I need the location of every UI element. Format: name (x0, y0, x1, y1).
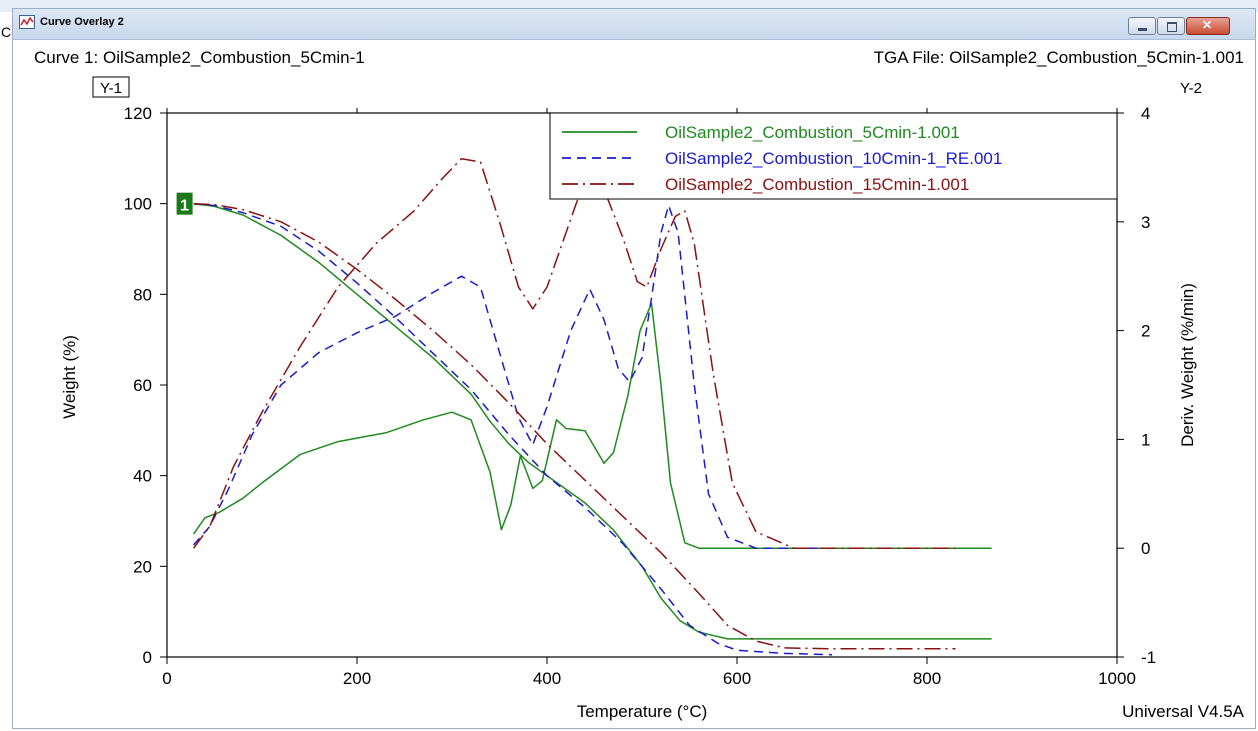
curve-overlay-app-icon (19, 15, 35, 29)
y1-tick-label: 20 (133, 557, 152, 576)
series-3-weight-line (193, 202, 956, 650)
x-tick-label: 200 (343, 669, 371, 688)
y2-tick-label: 1 (1141, 430, 1150, 449)
y1-tick-label: 120 (124, 104, 152, 123)
curve-overlay-window[interactable]: Curve Overlay 2 Curve 1: OilSample2_Comb… (12, 8, 1256, 729)
x-tick-label: 600 (723, 669, 751, 688)
y1-tag: Y-1 (100, 80, 122, 97)
window-title: Curve Overlay 2 (40, 16, 124, 28)
background-window-text: C (1, 24, 12, 40)
x-tick-label: 1000 (1098, 669, 1136, 688)
y2-tick-label: 3 (1141, 213, 1150, 232)
curve-marker-box (176, 192, 193, 215)
y1-tick-label: 100 (124, 195, 152, 214)
curve-marker: 1 (180, 198, 189, 215)
y1-axis-label: Weight (%) (60, 335, 79, 419)
series-2-weight-line (193, 202, 833, 656)
series-3-deriv-line (192, 157, 956, 549)
y2-tick-label: 0 (1141, 539, 1150, 558)
maximize-button[interactable] (1157, 17, 1185, 35)
legend-label-1: OilSample2_Combustion_5Cmin-1.001 (665, 123, 960, 142)
legend-box (549, 112, 1118, 200)
x-tick-label: 400 (533, 669, 561, 688)
y2-axis-label: Deriv. Weight (%/min) (1178, 283, 1197, 447)
y1-tick-label: 60 (133, 376, 152, 395)
x-axis-label: Temperature (°C) (577, 702, 708, 721)
legend-label-2: OilSample2_Combustion_10Cmin-1_RE.001 (665, 149, 1002, 168)
legend-label-3: OilSample2_Combustion_15Cmin-1.001 (665, 175, 969, 194)
y1-tag-box (92, 76, 130, 98)
y1-tick-label: 40 (133, 467, 152, 486)
minimize-button[interactable] (1128, 17, 1156, 35)
y2-tick-label: -1 (1141, 648, 1156, 667)
series-1-weight-line (193, 202, 992, 640)
series-1-deriv-line (192, 302, 992, 549)
y2-tick-label: 2 (1141, 322, 1150, 341)
tga-overlay-plot[interactable]: 0 200 400 600 800 1000 0 20 40 60 80 100 120 -1 0 1 2 3 4 T… (13, 9, 1257, 730)
x-tick-label: 0 (162, 669, 171, 688)
y2-tag: Y-2 (1180, 80, 1202, 97)
close-button[interactable] (1186, 17, 1230, 35)
version-label: Universal V4.5A (1122, 702, 1245, 721)
curve-label: Curve 1: OilSample2_Combustion_5Cmin-1 (34, 48, 365, 67)
tga-file-label: TGA File: OilSample2_Combustion_5Cmin-1.… (873, 48, 1244, 67)
series-2-deriv-line (193, 204, 832, 549)
x-tick-label: 800 (913, 669, 941, 688)
y2-tick-label: 4 (1141, 104, 1150, 123)
y1-tick-label: 80 (133, 285, 152, 304)
y1-tick-label: 0 (143, 648, 152, 667)
title-bar[interactable]: Curve Overlay 2 (13, 9, 1255, 40)
background-window-edge: C (0, 12, 12, 731)
